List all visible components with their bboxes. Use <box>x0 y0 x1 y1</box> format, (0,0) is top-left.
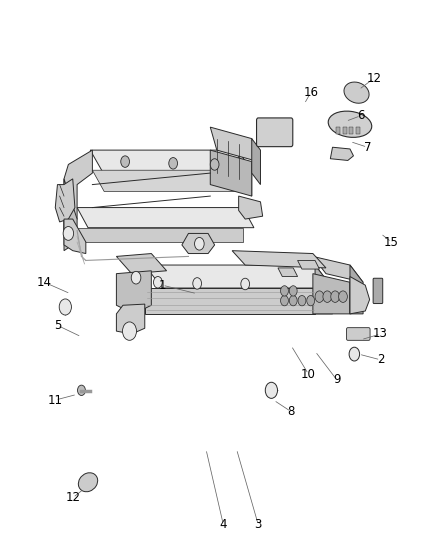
Circle shape <box>323 291 332 302</box>
Polygon shape <box>64 179 77 251</box>
Polygon shape <box>330 147 353 160</box>
Polygon shape <box>117 304 145 334</box>
Polygon shape <box>297 261 319 269</box>
Text: 2: 2 <box>377 353 384 366</box>
Polygon shape <box>64 150 92 231</box>
Polygon shape <box>239 196 263 219</box>
Circle shape <box>265 382 278 398</box>
Text: 6: 6 <box>357 109 365 122</box>
Circle shape <box>59 299 71 315</box>
Circle shape <box>241 278 250 290</box>
Text: 13: 13 <box>373 327 388 341</box>
Circle shape <box>315 291 324 302</box>
Text: 7: 7 <box>364 141 371 154</box>
Circle shape <box>298 295 306 306</box>
Ellipse shape <box>344 82 369 103</box>
Circle shape <box>349 347 360 361</box>
Circle shape <box>131 271 141 284</box>
Text: 1: 1 <box>159 279 166 292</box>
Circle shape <box>210 159 219 170</box>
Circle shape <box>63 227 74 240</box>
Polygon shape <box>55 179 75 222</box>
Polygon shape <box>210 150 252 196</box>
Text: 16: 16 <box>303 86 318 99</box>
Bar <box>356 127 360 134</box>
Bar <box>343 127 347 134</box>
Polygon shape <box>350 277 370 314</box>
Circle shape <box>331 291 339 302</box>
Polygon shape <box>117 254 166 273</box>
Polygon shape <box>92 170 248 191</box>
Polygon shape <box>313 256 363 282</box>
Text: 15: 15 <box>384 236 399 248</box>
FancyBboxPatch shape <box>346 328 370 340</box>
Circle shape <box>121 156 130 167</box>
Circle shape <box>78 385 85 395</box>
Polygon shape <box>145 265 332 288</box>
Polygon shape <box>90 150 252 173</box>
FancyBboxPatch shape <box>257 118 293 147</box>
Polygon shape <box>313 273 350 314</box>
Polygon shape <box>350 265 363 314</box>
Polygon shape <box>210 127 258 161</box>
Text: 3: 3 <box>254 518 262 531</box>
Polygon shape <box>117 271 151 314</box>
Circle shape <box>339 291 347 302</box>
Polygon shape <box>182 233 215 254</box>
Circle shape <box>169 158 177 169</box>
Circle shape <box>281 295 288 306</box>
FancyBboxPatch shape <box>373 278 383 303</box>
Polygon shape <box>232 251 326 268</box>
Polygon shape <box>252 139 261 184</box>
Text: 4: 4 <box>219 518 227 531</box>
Circle shape <box>123 322 137 340</box>
Ellipse shape <box>78 473 98 492</box>
Text: 11: 11 <box>48 393 63 407</box>
Bar <box>336 127 340 134</box>
Text: 9: 9 <box>333 374 341 386</box>
Polygon shape <box>77 228 243 242</box>
Ellipse shape <box>328 111 372 138</box>
Polygon shape <box>239 150 252 196</box>
Bar <box>349 127 353 134</box>
Polygon shape <box>278 268 297 277</box>
Text: 8: 8 <box>287 405 295 418</box>
Circle shape <box>289 295 297 306</box>
Polygon shape <box>64 219 86 254</box>
Circle shape <box>307 295 314 306</box>
Polygon shape <box>77 207 254 228</box>
Circle shape <box>193 278 201 289</box>
Text: 5: 5 <box>54 319 61 332</box>
Circle shape <box>153 277 162 288</box>
Text: 10: 10 <box>301 368 316 381</box>
Circle shape <box>289 286 297 296</box>
Circle shape <box>194 237 204 250</box>
Text: 12: 12 <box>367 72 381 85</box>
Polygon shape <box>315 265 332 314</box>
Text: 14: 14 <box>37 276 52 289</box>
Circle shape <box>281 286 288 296</box>
Polygon shape <box>145 288 315 314</box>
Text: 12: 12 <box>65 491 80 504</box>
